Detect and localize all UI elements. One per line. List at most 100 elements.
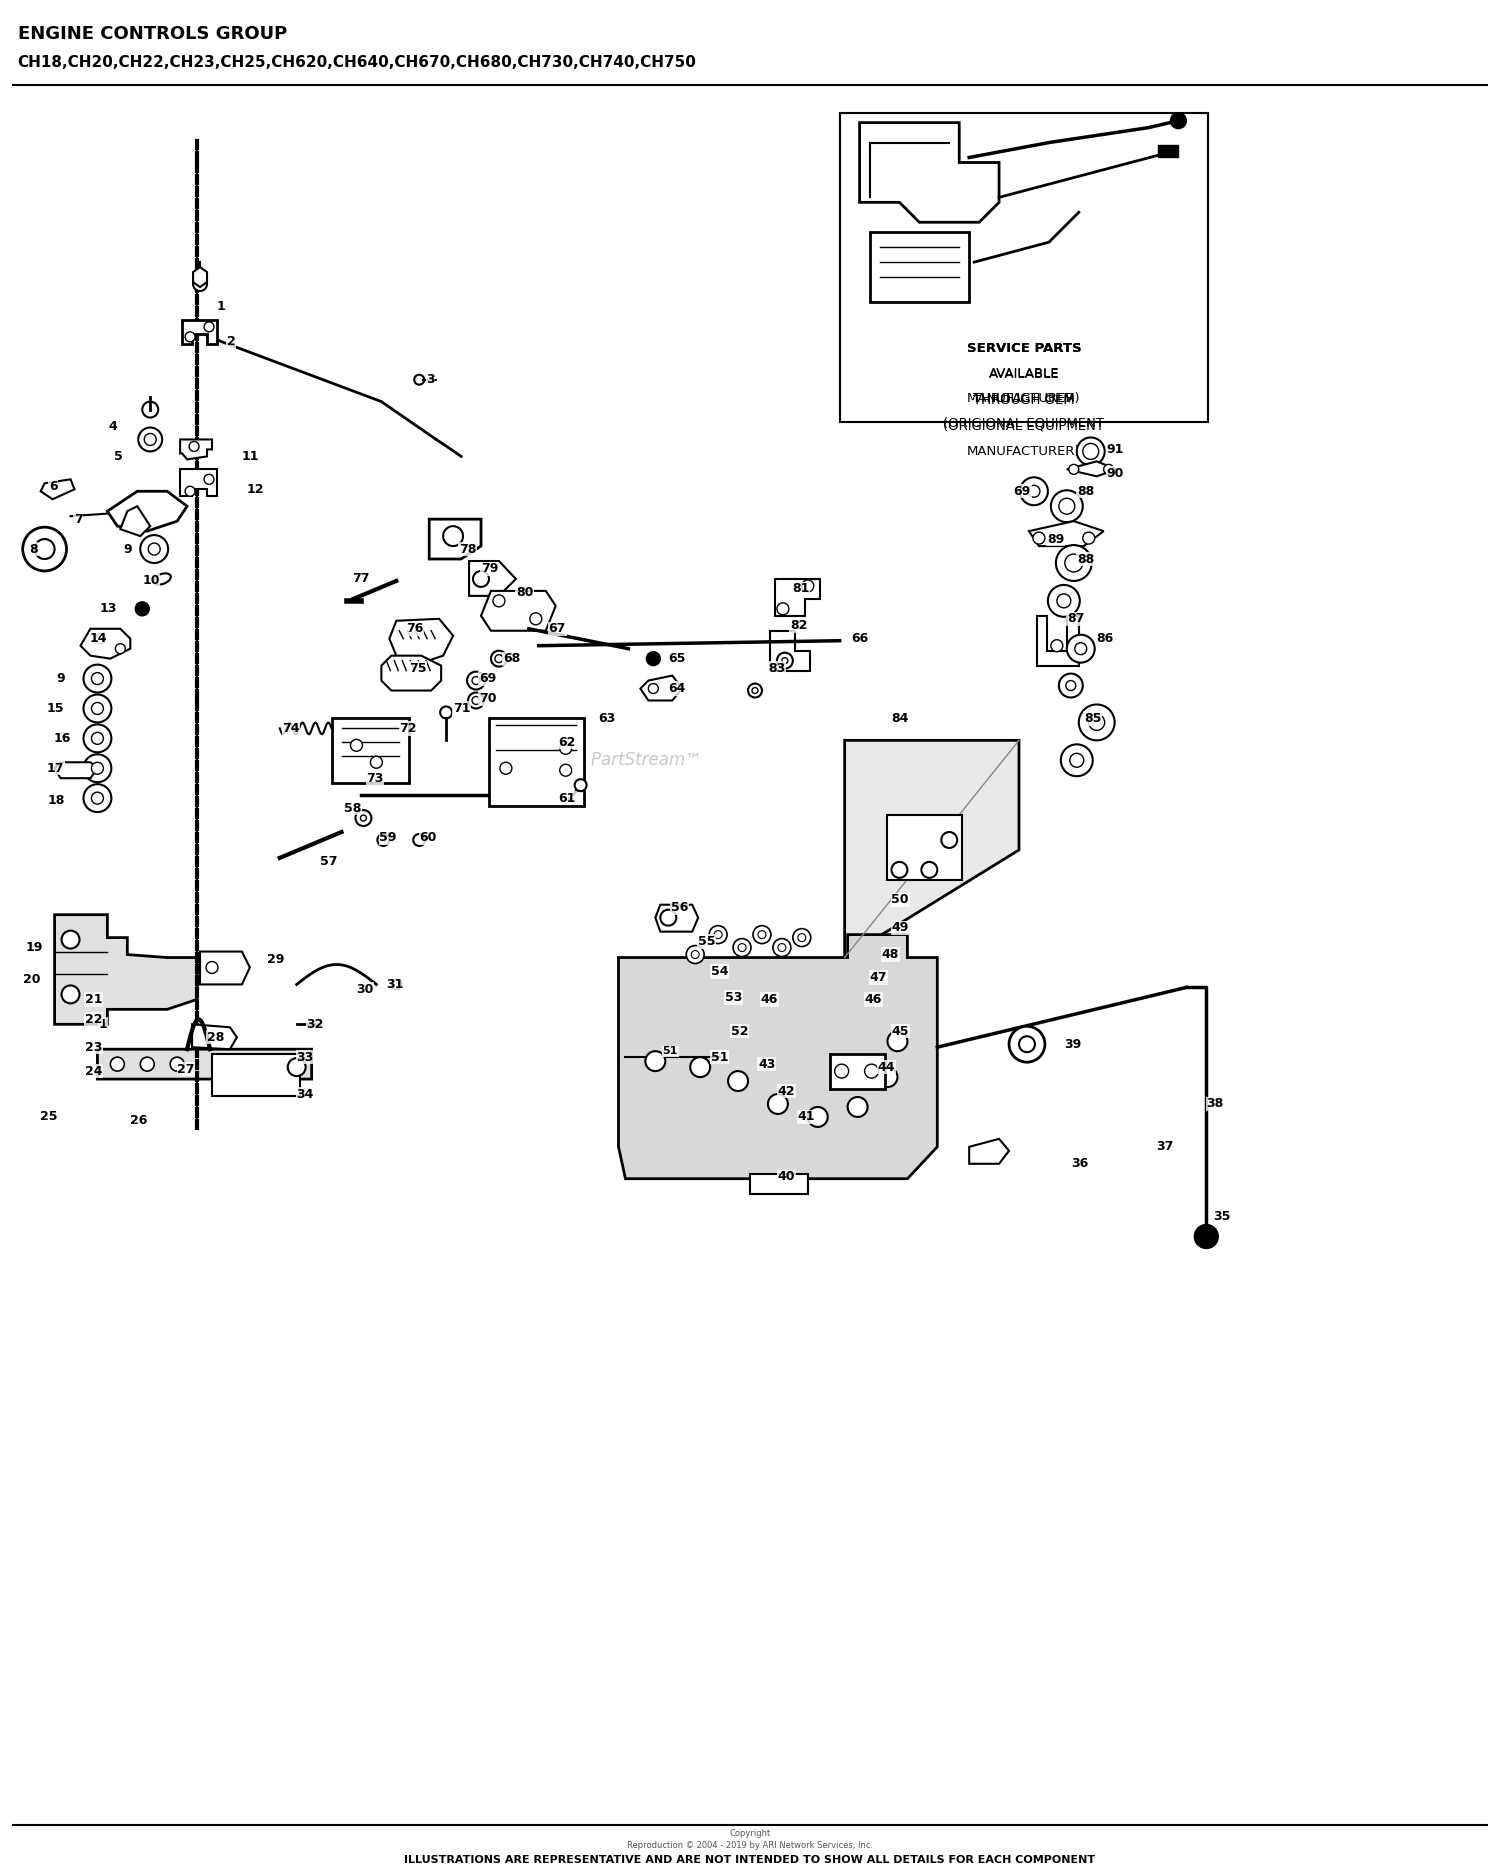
Circle shape <box>92 672 104 685</box>
Text: 84: 84 <box>891 713 909 724</box>
Text: MANUFACTURER): MANUFACTURER) <box>968 445 1082 458</box>
Polygon shape <box>1066 462 1116 477</box>
Circle shape <box>782 657 788 664</box>
Circle shape <box>1083 531 1095 544</box>
Circle shape <box>62 930 80 949</box>
Text: 24: 24 <box>86 1065 102 1078</box>
Circle shape <box>1052 490 1083 522</box>
Circle shape <box>1020 477 1048 505</box>
Text: CH18,CH20,CH22,CH23,CH25,CH620,CH640,CH670,CH680,CH730,CH740,CH750: CH18,CH20,CH22,CH23,CH25,CH620,CH640,CH6… <box>18 54 696 69</box>
Circle shape <box>204 322 214 331</box>
Circle shape <box>490 651 507 666</box>
Text: 85: 85 <box>1084 713 1101 724</box>
Circle shape <box>351 739 363 752</box>
Circle shape <box>802 580 814 591</box>
Text: 22: 22 <box>86 1012 102 1025</box>
Text: 88: 88 <box>1077 552 1094 565</box>
Text: 62: 62 <box>558 735 576 748</box>
Circle shape <box>1028 485 1039 498</box>
Text: 73: 73 <box>366 771 384 784</box>
Text: 4: 4 <box>108 419 117 432</box>
Circle shape <box>738 943 746 952</box>
Circle shape <box>494 595 506 606</box>
Circle shape <box>560 763 572 776</box>
Text: 70: 70 <box>478 692 496 705</box>
Text: 87: 87 <box>1066 612 1084 625</box>
Text: 64: 64 <box>669 683 686 694</box>
Text: 54: 54 <box>711 965 728 979</box>
Circle shape <box>574 778 586 791</box>
Circle shape <box>1052 640 1064 651</box>
Bar <box>211 1053 300 1096</box>
Text: 39: 39 <box>1064 1038 1082 1052</box>
Circle shape <box>92 702 104 715</box>
Circle shape <box>204 475 214 485</box>
Circle shape <box>777 602 789 616</box>
Text: 34: 34 <box>297 1087 314 1100</box>
Circle shape <box>1104 464 1113 475</box>
Circle shape <box>834 1065 849 1078</box>
Circle shape <box>138 427 162 451</box>
Circle shape <box>690 1057 709 1078</box>
Text: 69: 69 <box>1014 485 1031 498</box>
Circle shape <box>468 692 484 709</box>
Text: 35: 35 <box>1214 1211 1230 1224</box>
Text: 12: 12 <box>248 483 264 496</box>
Circle shape <box>194 277 207 292</box>
Circle shape <box>62 986 80 1003</box>
Text: 46: 46 <box>760 994 778 1007</box>
Circle shape <box>116 644 126 653</box>
Bar <box>332 718 410 784</box>
Text: 89: 89 <box>1047 533 1064 546</box>
Text: 5: 5 <box>114 449 123 462</box>
Text: 3: 3 <box>426 372 435 385</box>
Circle shape <box>686 945 703 964</box>
Text: 74: 74 <box>282 722 300 735</box>
Text: 2: 2 <box>226 335 236 348</box>
Circle shape <box>768 1095 788 1113</box>
Circle shape <box>84 784 111 812</box>
Text: SERVICE PARTS: SERVICE PARTS <box>966 342 1082 355</box>
Bar <box>840 112 1209 421</box>
Circle shape <box>660 909 676 926</box>
Circle shape <box>1048 586 1080 617</box>
Circle shape <box>466 672 484 690</box>
Circle shape <box>1070 754 1084 767</box>
Polygon shape <box>194 268 207 286</box>
Circle shape <box>1019 1037 1035 1052</box>
Text: ARI PartStream™: ARI PartStream™ <box>558 752 702 769</box>
Circle shape <box>472 571 489 587</box>
Text: 72: 72 <box>399 722 417 735</box>
Text: 32: 32 <box>306 1018 324 1031</box>
Circle shape <box>288 1059 306 1076</box>
Circle shape <box>692 950 699 958</box>
Circle shape <box>888 1031 908 1052</box>
Text: 43: 43 <box>758 1057 776 1070</box>
Circle shape <box>728 1070 748 1091</box>
Polygon shape <box>120 507 150 537</box>
Text: 59: 59 <box>380 831 398 844</box>
Polygon shape <box>180 470 218 496</box>
Polygon shape <box>470 561 516 595</box>
Polygon shape <box>844 741 1018 958</box>
Text: 16: 16 <box>53 732 70 745</box>
Polygon shape <box>770 631 810 670</box>
Text: Copyright: Copyright <box>729 1830 771 1839</box>
Circle shape <box>1056 544 1092 580</box>
Text: 60: 60 <box>419 831 436 844</box>
Text: 20: 20 <box>22 973 40 986</box>
Circle shape <box>921 863 938 877</box>
Polygon shape <box>108 492 188 531</box>
Bar <box>830 1053 885 1089</box>
Circle shape <box>1077 438 1104 466</box>
Text: 66: 66 <box>852 632 868 645</box>
Polygon shape <box>40 479 75 500</box>
Text: 56: 56 <box>670 902 688 915</box>
Circle shape <box>500 761 512 775</box>
Text: 37: 37 <box>1156 1139 1174 1153</box>
Polygon shape <box>482 591 555 631</box>
Text: 40: 40 <box>778 1169 795 1182</box>
Text: 47: 47 <box>870 971 886 984</box>
Text: THROUGH OEM: THROUGH OEM <box>974 391 1076 404</box>
Circle shape <box>360 816 366 821</box>
